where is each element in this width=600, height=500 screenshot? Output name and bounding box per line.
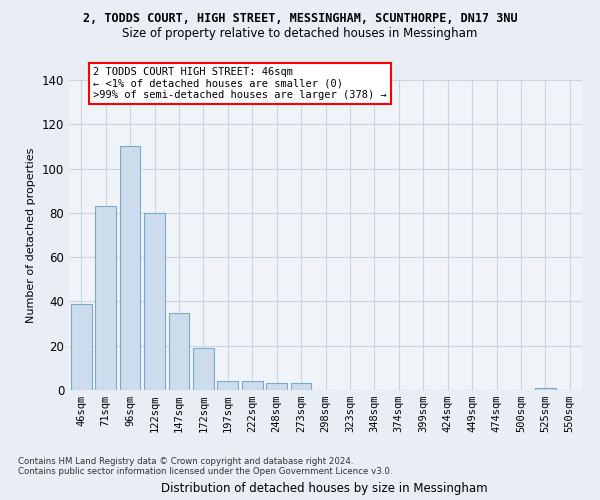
Bar: [290, 384, 311, 390]
Bar: [266, 384, 287, 390]
Text: Contains HM Land Registry data © Crown copyright and database right 2024.: Contains HM Land Registry data © Crown c…: [18, 458, 353, 466]
Text: 2 TODDS COURT HIGH STREET: 46sqm
← <1% of detached houses are smaller (0)
>99% o: 2 TODDS COURT HIGH STREET: 46sqm ← <1% o…: [94, 66, 387, 100]
Bar: [217, 381, 238, 390]
Y-axis label: Number of detached properties: Number of detached properties: [26, 148, 36, 322]
Bar: [144, 213, 165, 390]
Bar: [169, 312, 190, 390]
Text: Distribution of detached houses by size in Messingham: Distribution of detached houses by size …: [161, 482, 487, 495]
Bar: [95, 206, 116, 390]
Bar: [193, 348, 214, 390]
Text: 2, TODDS COURT, HIGH STREET, MESSINGHAM, SCUNTHORPE, DN17 3NU: 2, TODDS COURT, HIGH STREET, MESSINGHAM,…: [83, 12, 517, 26]
Text: Contains public sector information licensed under the Open Government Licence v3: Contains public sector information licen…: [18, 468, 392, 476]
Bar: [535, 388, 556, 390]
Bar: [242, 381, 263, 390]
Bar: [119, 146, 140, 390]
Text: Size of property relative to detached houses in Messingham: Size of property relative to detached ho…: [122, 28, 478, 40]
Bar: [71, 304, 92, 390]
